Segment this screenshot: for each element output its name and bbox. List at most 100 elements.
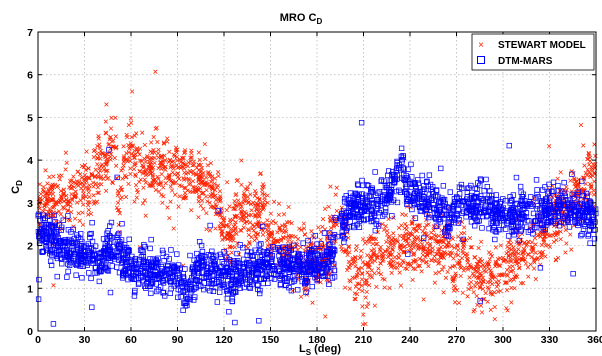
grid-lines (38, 32, 596, 331)
data-point (402, 233, 407, 238)
data-point (199, 274, 205, 280)
data-point (361, 312, 366, 317)
legend-marker-square-icon (477, 56, 485, 64)
data-point (369, 248, 374, 253)
data-point (190, 269, 197, 275)
data-point (194, 172, 199, 178)
data-point (47, 211, 52, 216)
data-point (224, 207, 229, 213)
data-point (542, 226, 548, 233)
data-point (405, 251, 411, 257)
data-point (456, 248, 461, 253)
data-point (159, 277, 166, 284)
data-point (579, 231, 585, 237)
data-point (56, 222, 62, 228)
data-point (591, 179, 597, 184)
data-point (495, 226, 502, 233)
data-point (387, 285, 392, 291)
data-point (509, 277, 514, 282)
data-point (498, 263, 503, 268)
data-point (460, 248, 465, 254)
data-point (307, 261, 314, 267)
data-point (498, 243, 503, 248)
data-point (340, 233, 346, 239)
data-point (234, 214, 239, 219)
data-point (533, 276, 538, 282)
data-point (150, 156, 155, 161)
data-point (397, 233, 402, 239)
data-point (315, 264, 321, 270)
data-point (534, 187, 540, 193)
data-point (489, 272, 494, 277)
y-tick-label: 7 (27, 27, 33, 39)
data-point (188, 189, 193, 194)
data-point (282, 222, 288, 227)
data-point (497, 210, 503, 216)
data-point (61, 192, 67, 197)
data-point (435, 224, 441, 229)
data-point (113, 264, 120, 270)
data-point (550, 188, 556, 194)
data-point (280, 235, 286, 240)
data-point (188, 159, 193, 164)
data-point (180, 273, 186, 280)
data-point (221, 281, 227, 287)
data-point (459, 185, 465, 191)
data-point (395, 260, 400, 266)
data-point (182, 150, 187, 156)
data-point (213, 202, 218, 207)
data-point (477, 272, 482, 277)
data-point (538, 262, 543, 267)
data-point (468, 245, 473, 250)
data-point (287, 273, 293, 280)
data-point (505, 273, 510, 278)
data-point (108, 135, 113, 140)
data-point (89, 304, 95, 310)
data-point (586, 227, 593, 233)
data-point (271, 236, 276, 242)
data-point (354, 291, 360, 297)
data-point (218, 198, 223, 203)
data-point (198, 203, 203, 208)
data-point (215, 169, 221, 175)
data-point (419, 172, 425, 179)
data-point (426, 172, 433, 178)
data-point (487, 266, 492, 271)
y-tick-label: 2 (27, 241, 33, 253)
data-point (341, 195, 348, 202)
data-point (364, 281, 369, 286)
data-point (555, 176, 560, 181)
data-point (354, 221, 360, 228)
data-point (103, 119, 108, 124)
data-point (458, 181, 465, 188)
data-point (466, 185, 472, 191)
data-point (568, 232, 573, 237)
data-point (558, 237, 563, 242)
data-point (525, 265, 531, 270)
data-point (79, 275, 85, 281)
data-point (160, 162, 165, 168)
data-point (360, 260, 366, 265)
data-point (266, 237, 271, 242)
data-point (578, 197, 585, 203)
data-point (567, 209, 574, 216)
data-point (539, 242, 544, 248)
data-point (126, 181, 131, 187)
data-point (356, 267, 362, 272)
data-point (472, 255, 478, 260)
data-point (155, 139, 160, 145)
data-point (302, 280, 308, 287)
data-point (231, 206, 237, 211)
data-point (80, 244, 87, 250)
data-point (97, 156, 103, 161)
data-point (382, 285, 387, 290)
data-point (474, 293, 479, 299)
data-point (300, 267, 306, 273)
data-point (59, 261, 65, 267)
data-point (364, 304, 369, 310)
data-point (420, 235, 427, 241)
data-point (255, 203, 260, 208)
data-point (369, 207, 375, 214)
data-point (171, 226, 176, 231)
data-point (505, 267, 510, 273)
